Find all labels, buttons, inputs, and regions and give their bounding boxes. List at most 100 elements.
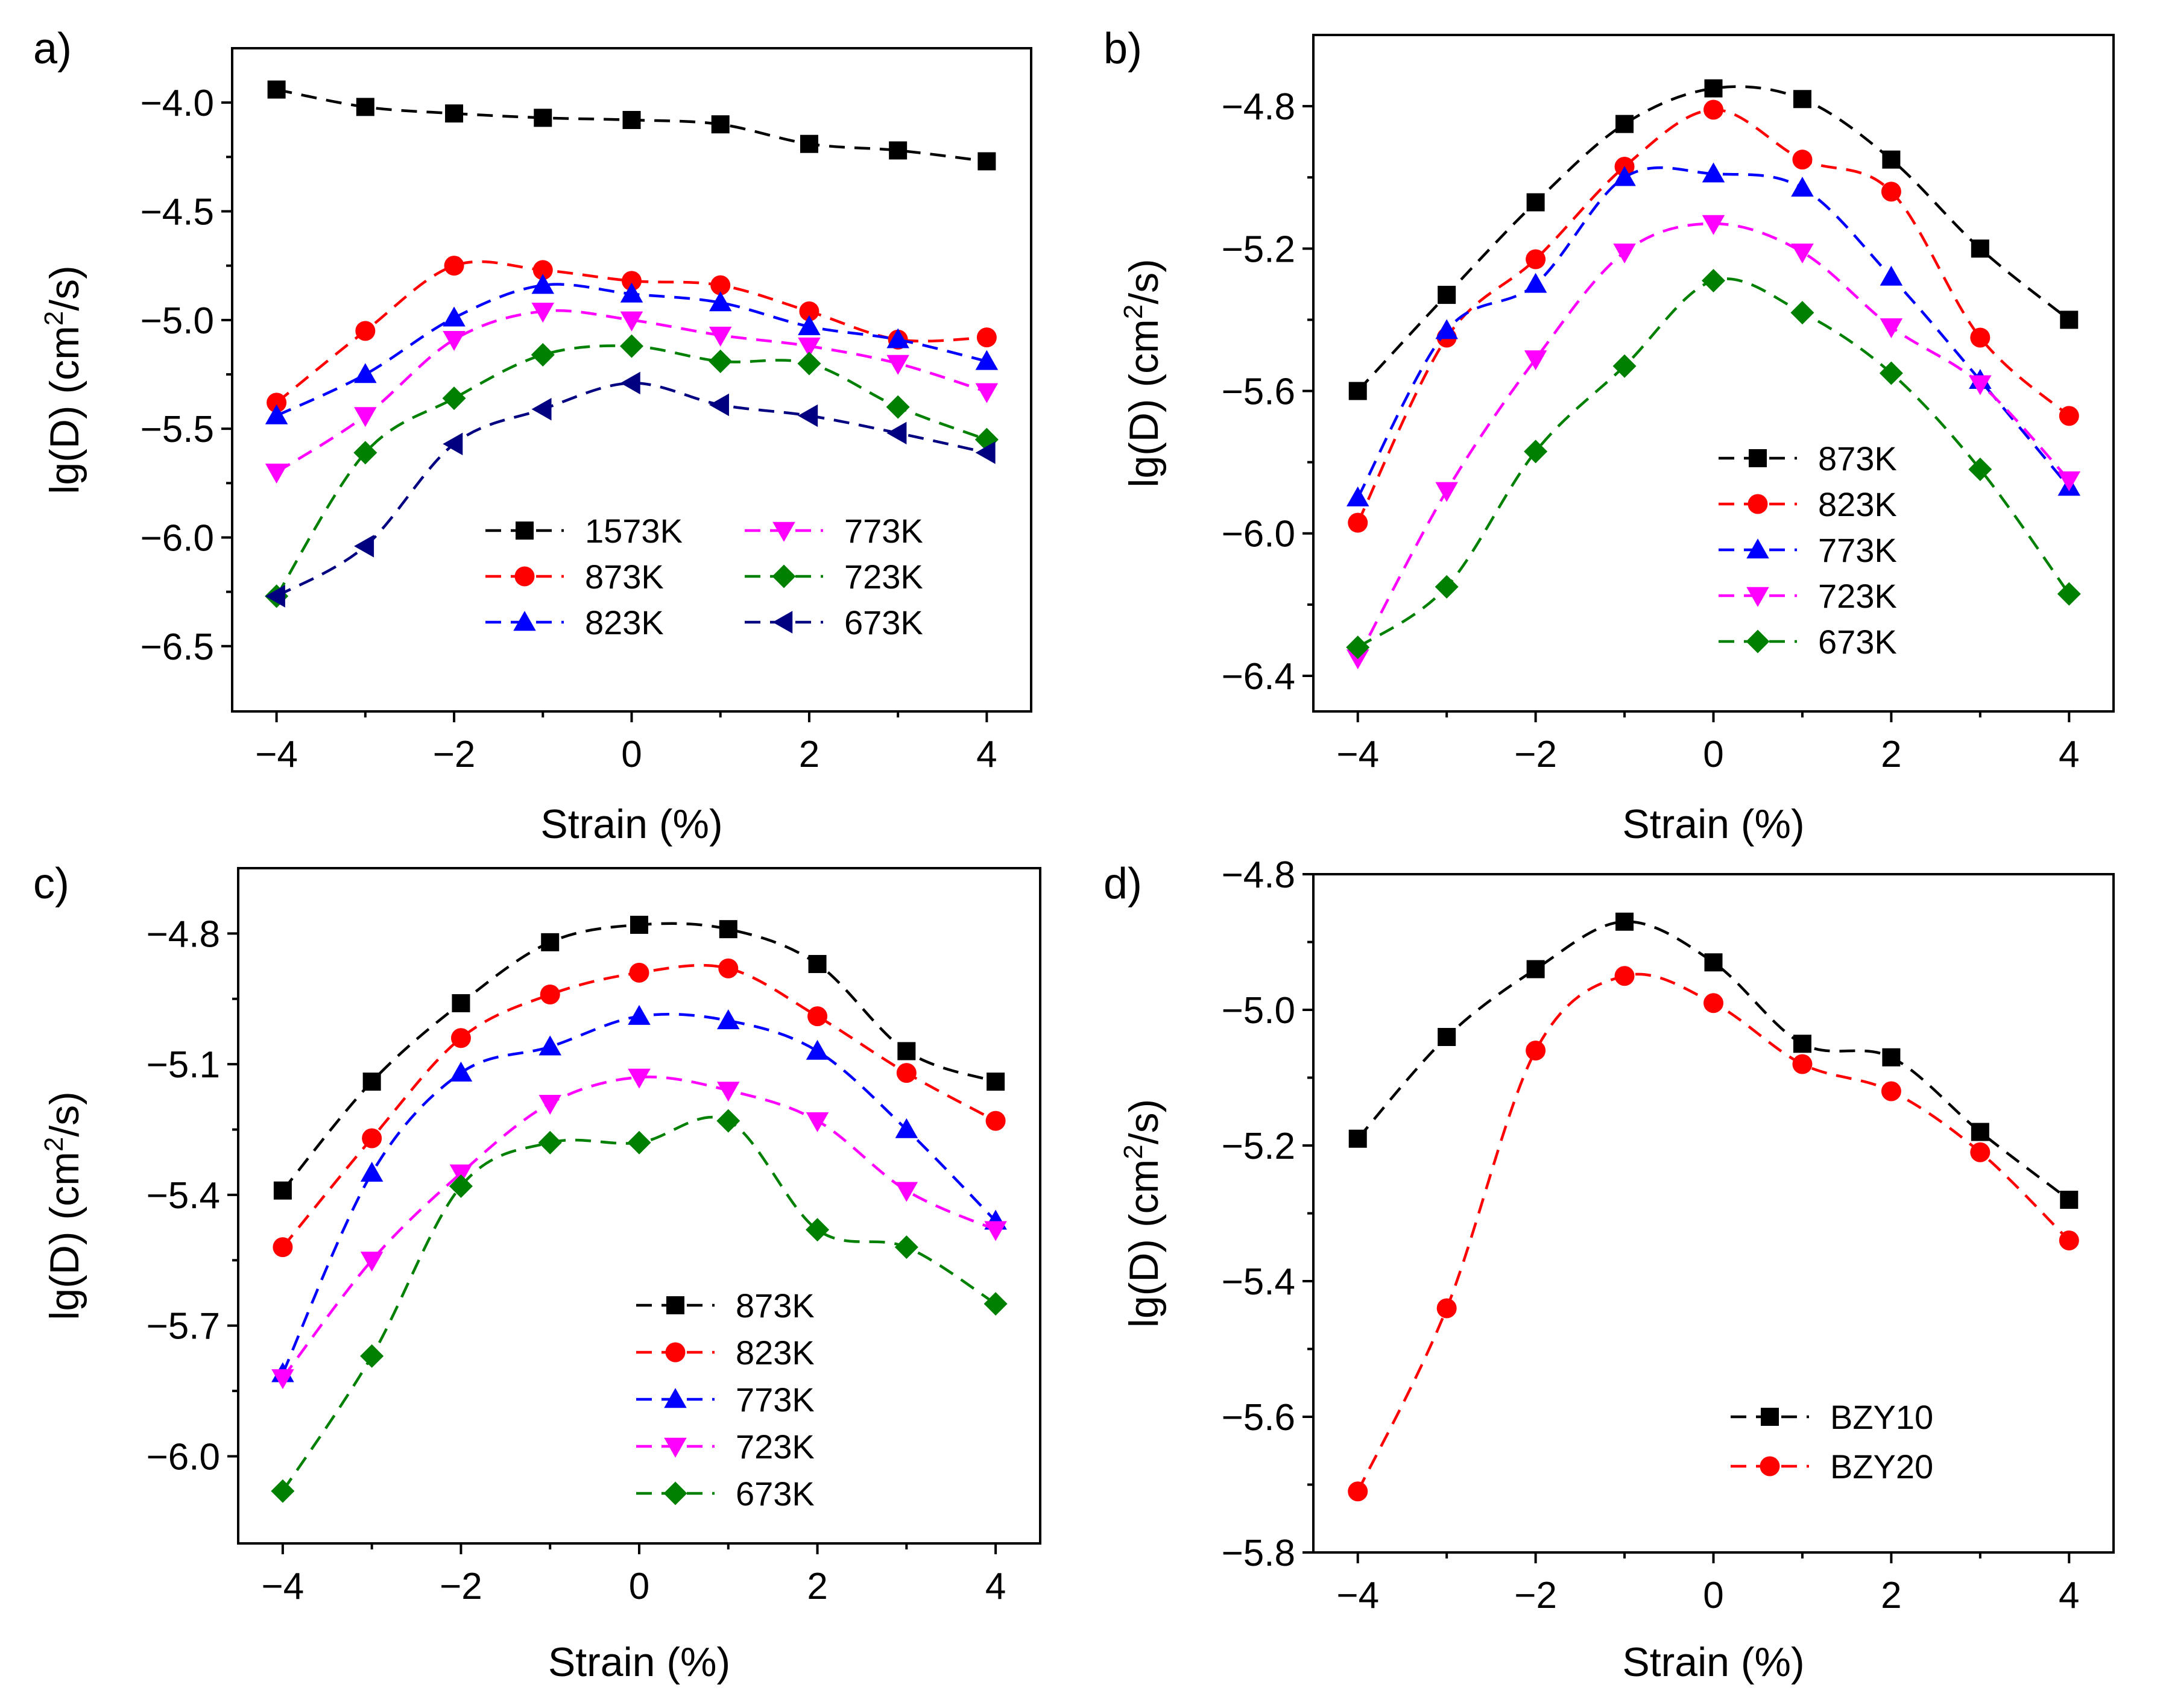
y-axis-label: lg(D) (cm2/s): [1119, 259, 1167, 488]
data-point-673K: [894, 1235, 918, 1259]
series-line-BZY20: [1356, 972, 2070, 1492]
legend-label: 773K: [1818, 531, 1897, 569]
data-point-873K: [897, 1042, 916, 1060]
legend-marker: [1748, 494, 1768, 514]
legend-entry-873K: 873K: [636, 1287, 815, 1325]
data-point-673K: [1968, 457, 1992, 481]
data-point-773K: [449, 1061, 473, 1082]
data-point-723K: [1791, 243, 1814, 263]
legend-entry-673K: 673K: [745, 603, 923, 641]
series-line-723K: [282, 1076, 997, 1379]
data-point-773K: [1880, 265, 1903, 286]
data-point-1573K: [977, 152, 996, 171]
y-tick-label: −5.6: [1222, 371, 1295, 413]
plot-frame: [1312, 34, 2115, 713]
data-point-773K: [717, 1009, 740, 1030]
data-point-823K: [1703, 99, 1723, 120]
data-point-823K: [886, 328, 909, 348]
data-point-873K: [1615, 115, 1634, 133]
x-tick-label: −2: [1514, 1575, 1557, 1616]
legend-marker: [772, 564, 796, 588]
data-point-BZY20: [1348, 1481, 1368, 1502]
y-tick-label: −5.2: [1222, 228, 1295, 270]
x-axis-label: Strain (%): [548, 1639, 730, 1685]
data-point-773K: [886, 355, 909, 375]
x-axis-label: Strain (%): [540, 801, 722, 847]
legend-entry-BZY20: BZY20: [1731, 1448, 1933, 1486]
data-point-823K: [896, 1063, 917, 1083]
x-tick-label: −4: [255, 734, 298, 775]
legend-marker: [665, 1342, 686, 1363]
data-point-773K: [354, 407, 377, 427]
data-point-773K: [538, 1035, 561, 1056]
data-point-1573K: [622, 111, 641, 130]
data-point-873K: [444, 256, 464, 276]
data-point-823K: [620, 282, 643, 303]
legend-marker: [663, 1481, 687, 1505]
y-tick-label: −6.0: [147, 1436, 220, 1478]
legend-entry-823K: 823K: [636, 1334, 815, 1372]
data-point-723K: [1969, 375, 1992, 395]
y-tick-label: −5.4: [1222, 1261, 1295, 1303]
y-tick-label: −6.5: [141, 626, 214, 668]
data-point-823K: [362, 1128, 382, 1149]
legend-entry-723K: 723K: [745, 558, 923, 596]
data-point-BZY10: [1526, 960, 1545, 978]
series-line-723K: [1356, 222, 2070, 659]
y-tick-label: −6.0: [141, 517, 214, 559]
data-point-873K: [355, 321, 376, 341]
data-point-BZY20: [1436, 1298, 1457, 1319]
data-point-873K: [1971, 239, 1989, 258]
data-point-873K: [541, 933, 560, 951]
legend-marker: [772, 522, 795, 542]
legend-marker: [664, 1437, 687, 1458]
legend-label: 823K: [1818, 485, 1897, 523]
data-point-823K: [273, 1237, 293, 1258]
legend-entry-773K: 773K: [745, 512, 923, 550]
legend-label: 773K: [736, 1381, 815, 1419]
data-point-673K: [627, 1130, 651, 1155]
data-point-723K: [538, 1094, 561, 1115]
y-tick-label: −6.4: [1222, 656, 1295, 698]
data-point-BZY20: [1614, 966, 1635, 986]
data-point-673K: [531, 397, 552, 421]
data-point-BZY20: [1526, 1041, 1546, 1060]
data-point-823K: [2059, 406, 2079, 426]
data-point-BZY20: [1792, 1054, 1813, 1074]
data-point-723K: [360, 1252, 384, 1272]
data-point-873K: [1882, 150, 1901, 169]
y-axis-label: lg(D) (cm2/s): [1119, 1099, 1167, 1328]
data-point-823K: [443, 306, 466, 327]
legend-marker: [513, 611, 536, 631]
y-tick-label: −5.5: [141, 409, 214, 450]
data-point-723K: [895, 1182, 918, 1202]
data-point-873K: [987, 1073, 1005, 1091]
series-line-673K: [1357, 277, 2071, 649]
data-point-823K: [540, 985, 560, 1005]
data-point-723K: [1524, 350, 1547, 371]
data-point-723K: [984, 1221, 1007, 1241]
data-point-823K: [354, 363, 377, 383]
legend-marker: [1749, 449, 1767, 467]
x-tick-label: 4: [976, 734, 997, 775]
y-tick-label: −4.8: [147, 913, 220, 955]
data-point-673K: [806, 1218, 830, 1242]
data-point-823K: [975, 350, 999, 370]
data-point-873K: [267, 392, 287, 413]
y-tick-label: −5.1: [147, 1044, 220, 1086]
legend-label: 823K: [736, 1334, 815, 1372]
y-tick-label: −4.8: [1222, 86, 1295, 128]
legend-entry-773K: 773K: [1719, 531, 1897, 569]
legend-label: 1573K: [585, 512, 683, 550]
data-point-BZY10: [2060, 1191, 2079, 1209]
y-tick-label: −5.6: [1222, 1397, 1295, 1439]
legend-marker: [1761, 1408, 1779, 1426]
data-point-873K: [976, 327, 997, 348]
data-point-873K: [622, 271, 642, 291]
legend-label: BZY20: [1830, 1448, 1933, 1486]
data-point-BZY10: [1882, 1048, 1901, 1067]
legend-label: 873K: [1818, 440, 1897, 477]
legend-label: 873K: [736, 1287, 815, 1325]
y-tick-label: −5.8: [1222, 1533, 1295, 1574]
data-point-673K: [443, 432, 463, 456]
